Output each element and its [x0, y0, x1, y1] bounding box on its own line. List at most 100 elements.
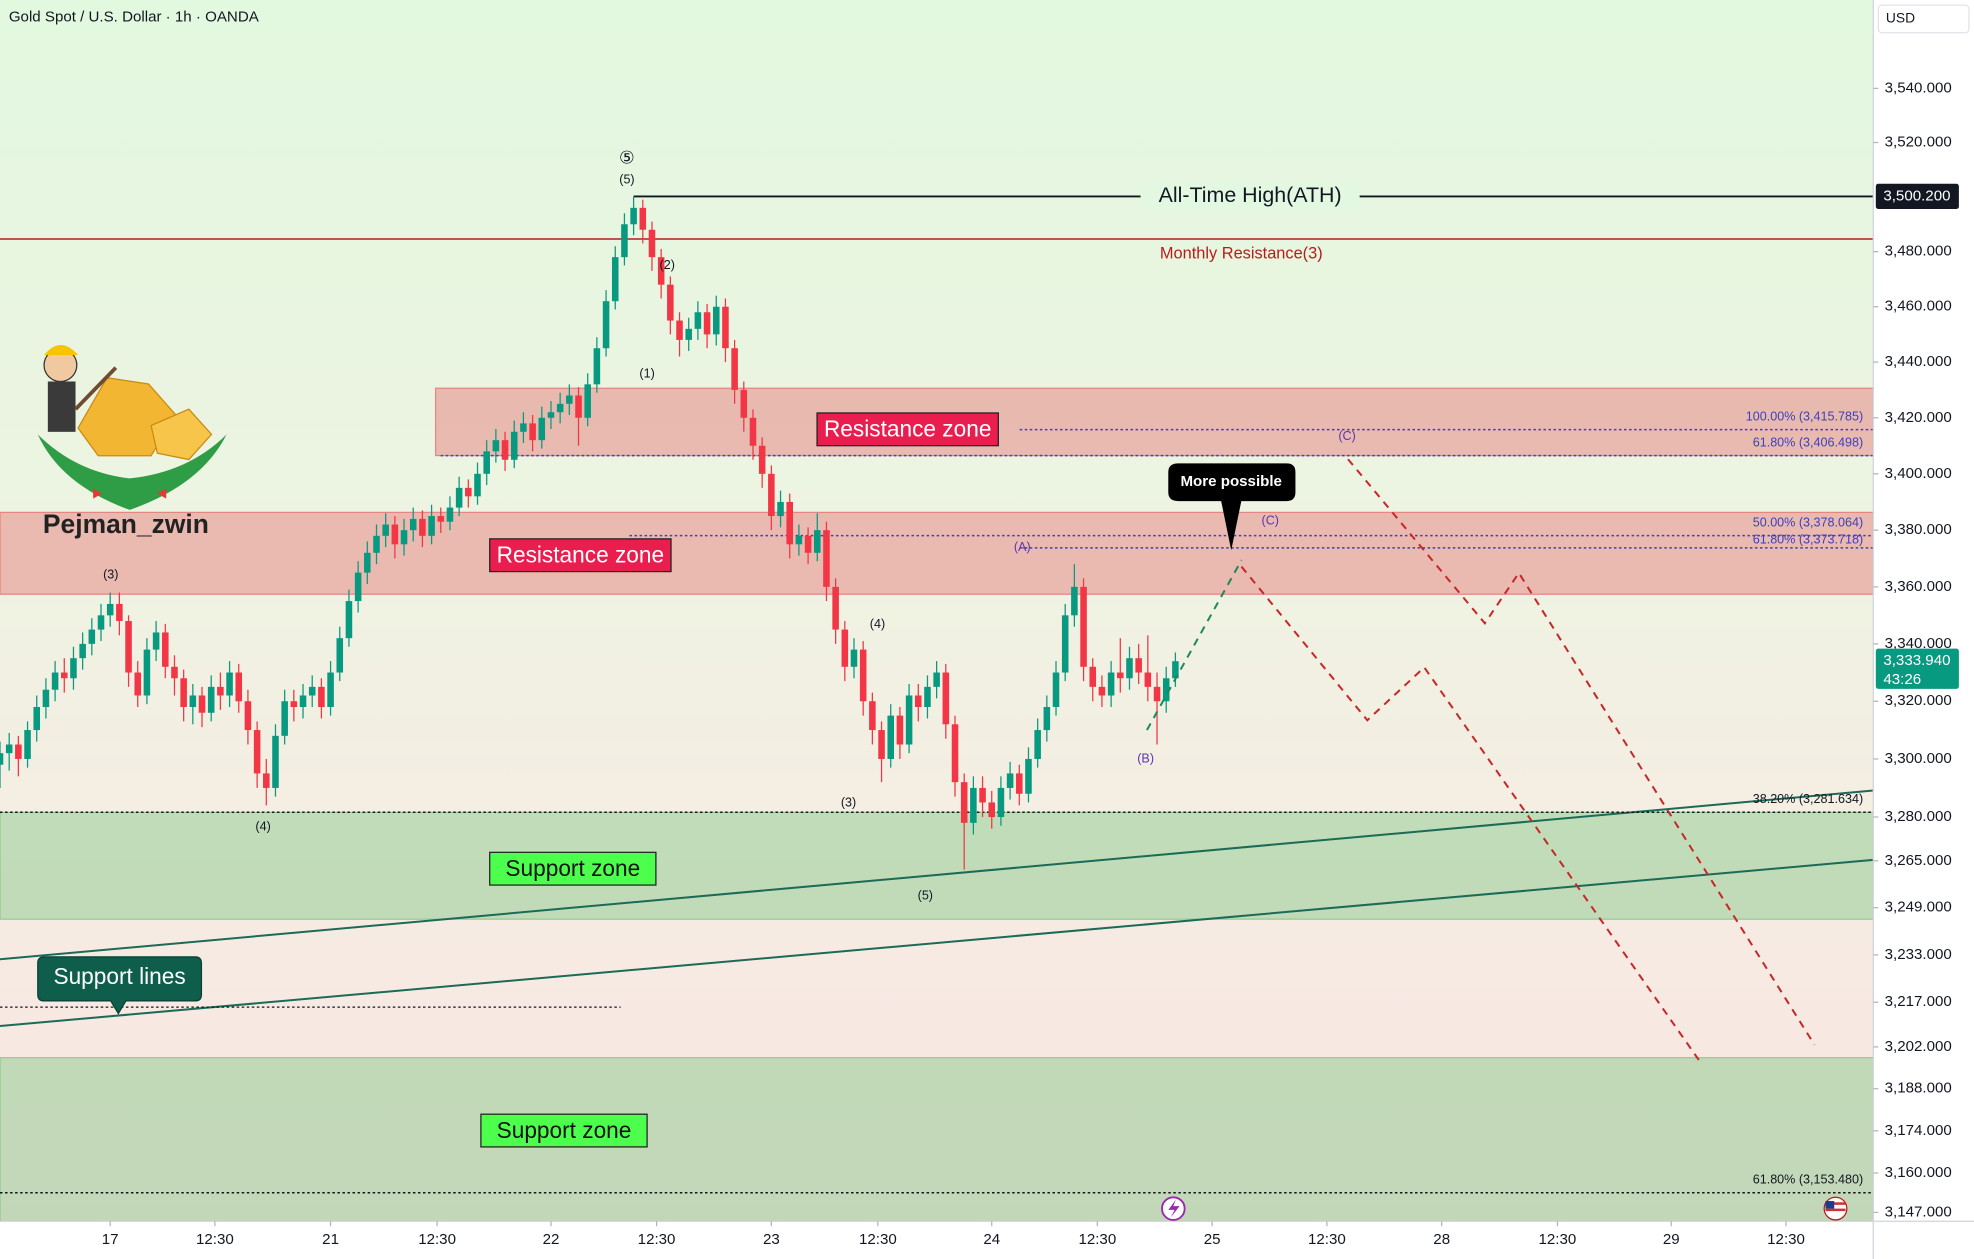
event-icon	[1168, 1199, 1180, 1218]
zone	[434, 387, 1874, 457]
y-tick-label: 3,174.000	[1885, 1122, 1952, 1139]
x-tick-label: 12:30	[1308, 1231, 1346, 1248]
candle-body	[97, 615, 105, 630]
symbol-title: Gold Spot / U.S. Dollar · 1h · OANDA	[9, 9, 260, 26]
callout-text: Support lines	[53, 963, 185, 989]
candle-body	[777, 501, 784, 517]
zone-label-box	[489, 851, 657, 886]
candle-body	[758, 445, 766, 474]
axis-labels: 3,540.000 3,520.000 3,480.000 3,460.000 3,44…	[102, 79, 1959, 1248]
candle-body	[88, 629, 96, 644]
y-tick-label: 3,320.000	[1885, 692, 1952, 709]
wave-label: (4)	[870, 617, 885, 631]
candle-body	[611, 257, 619, 302]
candle-body	[1025, 758, 1032, 794]
candle-body	[299, 695, 307, 707]
candle-body	[1006, 773, 1014, 788]
candle-body	[1126, 658, 1133, 679]
wave-label: ⑤	[619, 147, 635, 167]
lines	[0, 195, 1874, 1194]
candle-body	[1135, 658, 1142, 673]
trendline	[0, 858, 1874, 1028]
y-tick-label: 3,202.000	[1885, 1038, 1952, 1055]
candle-body	[621, 224, 628, 258]
candle-body	[703, 312, 711, 335]
candle-body	[676, 320, 683, 340]
candle-body	[1107, 672, 1115, 696]
zone	[0, 811, 1874, 920]
candle-body	[171, 666, 178, 679]
candle-body	[988, 802, 996, 818]
candle-body	[887, 715, 895, 759]
x-tick-label: 12:30	[196, 1231, 234, 1248]
candle-body	[823, 530, 830, 587]
logo: Pejman_zwin	[37, 344, 227, 539]
candle-body	[263, 773, 270, 788]
candle-body	[143, 649, 151, 696]
candle-body	[15, 744, 22, 759]
logo-body	[47, 381, 76, 432]
y-tick-label: 3,440.000	[1885, 353, 1952, 370]
candle-body	[657, 257, 665, 285]
candle-body	[70, 658, 77, 679]
candle-body	[134, 672, 142, 696]
candle-body	[207, 686, 215, 713]
x-tick-label: 24	[983, 1231, 1000, 1248]
candle-body	[290, 701, 298, 707]
plot-background	[0, 0, 1874, 1222]
candle-body	[235, 672, 243, 702]
candle-body	[308, 686, 316, 696]
level-label-bg	[1140, 182, 1360, 211]
candle-body	[768, 473, 775, 517]
x-tick-label: 12:30	[859, 1231, 897, 1248]
candle-body	[116, 603, 123, 622]
candle-body	[189, 695, 197, 707]
x-tick-label: 12:30	[638, 1231, 676, 1248]
candle-body	[529, 423, 536, 441]
candle-body	[180, 678, 187, 707]
price-badge-countdown: 43:26	[1883, 671, 1921, 688]
candle-body	[547, 412, 555, 418]
price-badge	[1875, 648, 1959, 689]
candle-body	[198, 695, 206, 713]
zone-label-box	[816, 412, 999, 447]
bottom-icons	[1161, 1196, 1848, 1221]
zone-label: Resistance zone	[497, 541, 664, 567]
logo-swoosh	[37, 434, 227, 510]
y-tick-label: 3,217.000	[1885, 993, 1952, 1010]
logo-arrow	[93, 488, 102, 499]
candle-body	[731, 348, 738, 390]
candle-body	[1153, 686, 1161, 702]
trendline	[0, 789, 1874, 961]
author: Pejman_zwin	[43, 509, 209, 539]
candle-body	[1098, 686, 1106, 696]
callout-text: More possible	[1180, 473, 1282, 490]
candle-body	[354, 572, 362, 602]
x-tick-label: 12:30	[1078, 1231, 1116, 1248]
callout-box	[1168, 463, 1296, 551]
candle-body	[667, 284, 674, 321]
flag-icon	[1825, 1208, 1846, 1212]
currency-box	[1877, 4, 1970, 34]
candle-body	[795, 535, 803, 545]
candle-body	[1052, 672, 1060, 707]
candle-body	[79, 643, 86, 659]
wave-label: (3)	[841, 796, 856, 810]
candle-body	[602, 301, 610, 349]
candle-body	[465, 487, 472, 497]
candle-body	[1071, 586, 1078, 616]
candle-body	[483, 451, 490, 474]
price-badge-label: 3,500.200	[1883, 187, 1950, 204]
flag-icon	[1825, 1201, 1835, 1209]
y-tick-label: 3,188.000	[1885, 1080, 1952, 1097]
candle-body	[24, 730, 31, 759]
candle-body	[1089, 666, 1097, 687]
fib-label: 61.80% (3,153.480)	[1753, 1172, 1864, 1186]
candle-body	[915, 695, 922, 707]
projection	[1240, 566, 1703, 1065]
y-tick-label: 3,400.000	[1885, 465, 1952, 482]
logo-arrow	[157, 488, 167, 499]
candle-body	[382, 524, 389, 536]
zone-label: Resistance zone	[824, 416, 991, 442]
zone-label-box	[489, 538, 672, 573]
